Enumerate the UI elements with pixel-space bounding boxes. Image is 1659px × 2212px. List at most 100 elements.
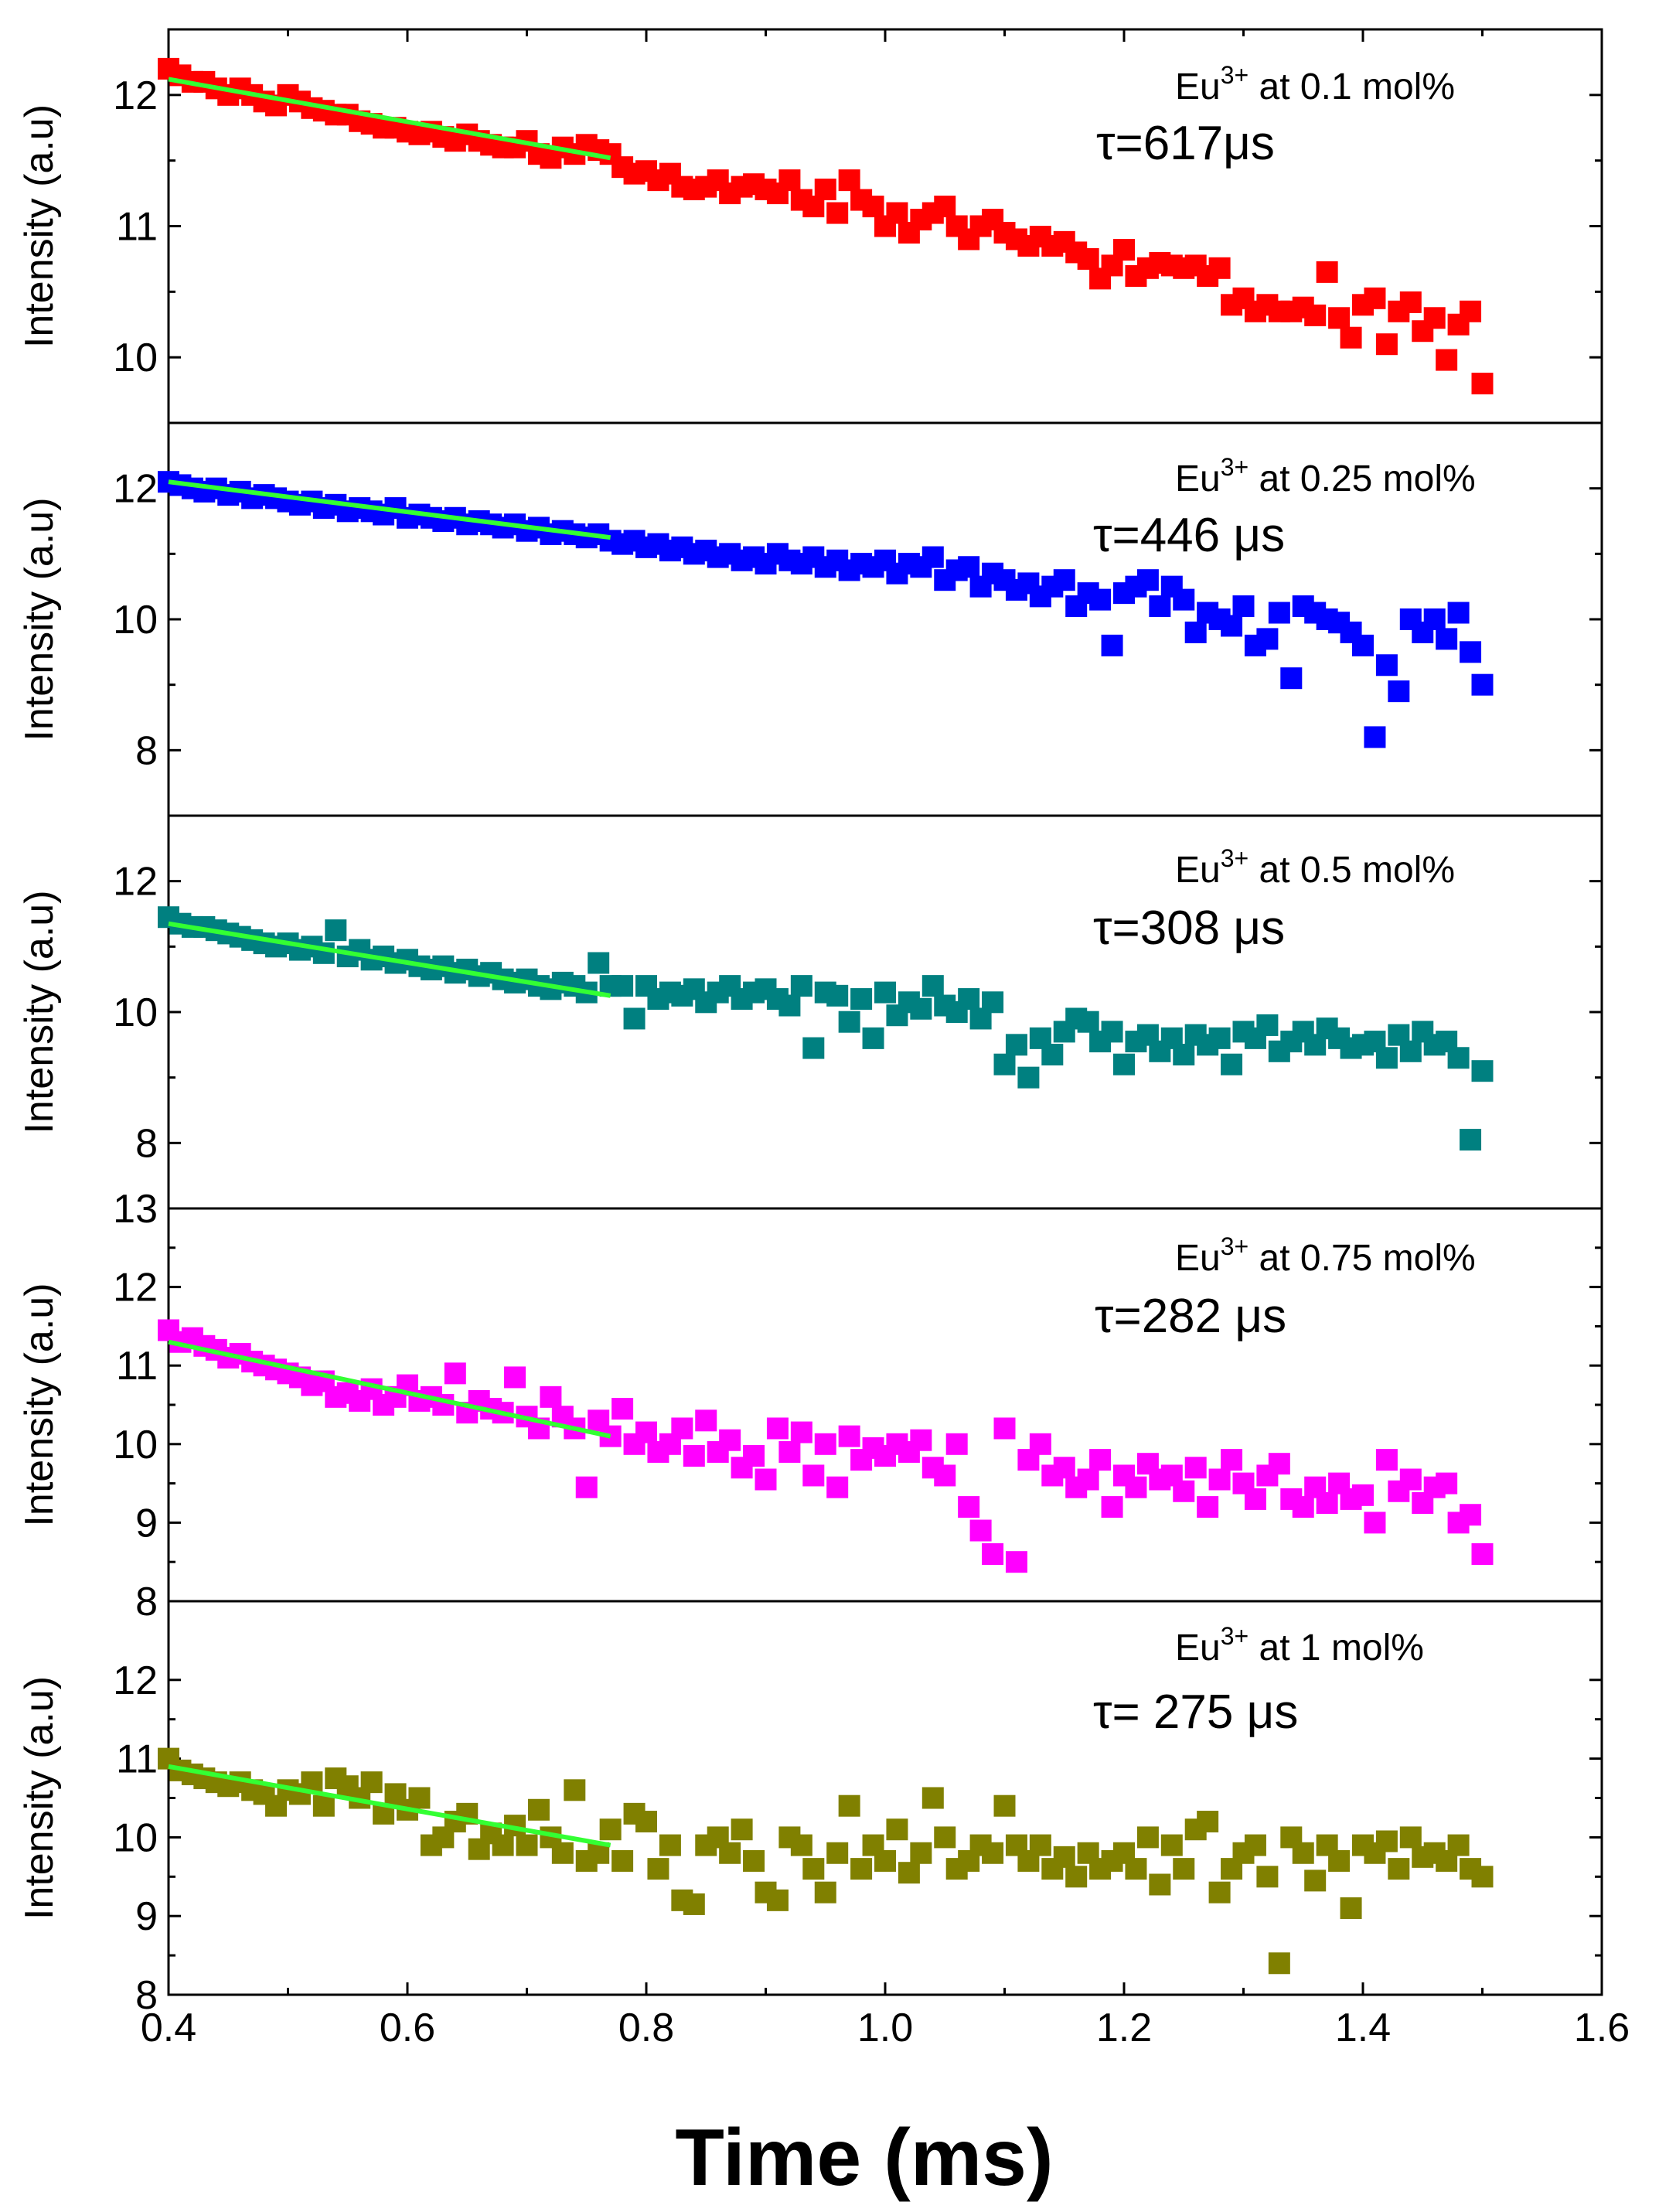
- data-point: [1460, 1504, 1482, 1526]
- data-point: [1065, 1866, 1088, 1888]
- data-point: [1399, 1468, 1422, 1491]
- data-point: [1460, 641, 1482, 663]
- data-point: [1184, 621, 1207, 643]
- label-prefix: Eu: [1175, 1627, 1221, 1668]
- concentration-label: Eu3+ at 0.5 mol%: [1175, 844, 1455, 891]
- data-point: [1280, 667, 1303, 690]
- data-point: [1101, 634, 1123, 656]
- x-tick-label: 1.6: [1574, 2006, 1630, 2050]
- data-point: [1244, 1834, 1266, 1856]
- data-point: [862, 196, 884, 218]
- data-point: [444, 1362, 466, 1385]
- data-point: [1197, 1811, 1219, 1833]
- data-point: [1244, 1488, 1266, 1510]
- data-point: [695, 1409, 717, 1432]
- data-point: [814, 1433, 836, 1455]
- fit-line: [168, 1339, 611, 1439]
- data-point: [1352, 1484, 1374, 1506]
- data-point: [671, 1417, 693, 1440]
- data-point: [766, 1417, 789, 1440]
- data-point: [1113, 239, 1135, 261]
- data-point: [551, 1842, 574, 1864]
- data-point: [802, 1858, 825, 1880]
- data-point: [910, 1842, 932, 1864]
- y-tick-label: 8: [135, 1580, 158, 1624]
- data-point: [1471, 1543, 1494, 1566]
- data-point: [993, 1794, 1016, 1817]
- data-point: [982, 1842, 1004, 1864]
- data-point: [611, 1849, 634, 1872]
- data-point: [1316, 1492, 1338, 1514]
- x-tick-label: 0.8: [618, 2006, 674, 2050]
- data-point: [982, 991, 1004, 1014]
- data-point: [1399, 291, 1422, 313]
- data-point: [1197, 1496, 1219, 1518]
- data-point: [504, 1366, 526, 1389]
- panel-p5: 8 9 10 11 12 Intensity (a.u) Eu3+ at 1 mol% τ= …: [17, 1600, 1603, 2018]
- y-tick-label: 12: [113, 1658, 158, 1703]
- data-point: [790, 975, 812, 997]
- data-point: [1268, 602, 1290, 624]
- data-point: [647, 1858, 669, 1880]
- data-point: [766, 1889, 789, 1911]
- data-point: [516, 1834, 538, 1856]
- data-point: [1268, 1952, 1290, 1975]
- data-point: [1423, 608, 1446, 630]
- data-point: [934, 1826, 956, 1849]
- data-point: [1375, 654, 1398, 677]
- data-point: [1328, 307, 1351, 329]
- label-superscript: 3+: [1221, 453, 1249, 481]
- concentration-label: Eu3+ at 0.75 mol%: [1175, 1232, 1476, 1279]
- x-tick-label: 1.4: [1335, 2006, 1391, 2050]
- y-tick-label: 11: [116, 1737, 158, 1782]
- data-point: [993, 1417, 1016, 1440]
- y-tick-label: 8: [135, 1121, 158, 1166]
- panel-p4: 8 9 10 11 12 13 Intensity (a.u) Eu3+ at 0.75 mo…: [17, 1187, 1603, 1624]
- data-point: [1436, 349, 1458, 371]
- data-point: [1149, 595, 1171, 618]
- data-point: [1447, 1834, 1470, 1856]
- data-point: [1221, 1449, 1243, 1471]
- data-point: [826, 202, 849, 224]
- lifetime-label: τ=446 μs: [1093, 509, 1285, 562]
- data-point: [683, 1445, 705, 1467]
- x-tick-label: 0.4: [141, 2006, 196, 2050]
- data-point: [958, 556, 980, 578]
- data-point: [659, 1834, 681, 1856]
- y-tick-label: 13: [113, 1187, 158, 1232]
- label-prefix: Eu: [1175, 850, 1221, 891]
- label-suffix: at 1 mol%: [1249, 1627, 1424, 1668]
- data-point: [1101, 1021, 1123, 1043]
- label-superscript: 3+: [1221, 1622, 1249, 1650]
- data-point: [755, 1468, 777, 1491]
- y-tick-label: 11: [116, 1344, 158, 1389]
- y-tick-label: 8: [135, 728, 158, 773]
- data-point: [993, 1053, 1016, 1075]
- data-point: [790, 1834, 812, 1856]
- data-point: [802, 1464, 825, 1487]
- concentration-label: Eu3+ at 1 mol%: [1175, 1622, 1424, 1668]
- y-tick-label: 8: [135, 1973, 158, 2018]
- data-point: [683, 1893, 705, 1915]
- data-point: [1316, 261, 1338, 283]
- data-point: [1471, 673, 1494, 696]
- data-point: [1221, 615, 1243, 637]
- data-point: [1292, 1842, 1314, 1864]
- data-point: [1173, 1480, 1195, 1502]
- lifetime-label: τ=617μs: [1096, 117, 1275, 170]
- y-tick-label: 12: [113, 860, 158, 905]
- data-point: [958, 988, 980, 1011]
- data-point: [1388, 680, 1410, 703]
- y-tick-label: 10: [113, 336, 158, 380]
- data-point: [1077, 247, 1099, 270]
- data-point: [910, 1429, 932, 1451]
- lifetime-label: τ= 275 μs: [1093, 1685, 1298, 1739]
- data-point: [1364, 1512, 1386, 1534]
- y-tick-label: 10: [113, 598, 158, 642]
- y-tick-label: 12: [113, 467, 158, 512]
- x-axis: 0.4 0.6 0.8 1.0 1.2 1.4 1.6: [141, 29, 1630, 2050]
- lifetime-label: τ=308 μs: [1093, 902, 1285, 955]
- y-tick-label: 12: [113, 1266, 158, 1310]
